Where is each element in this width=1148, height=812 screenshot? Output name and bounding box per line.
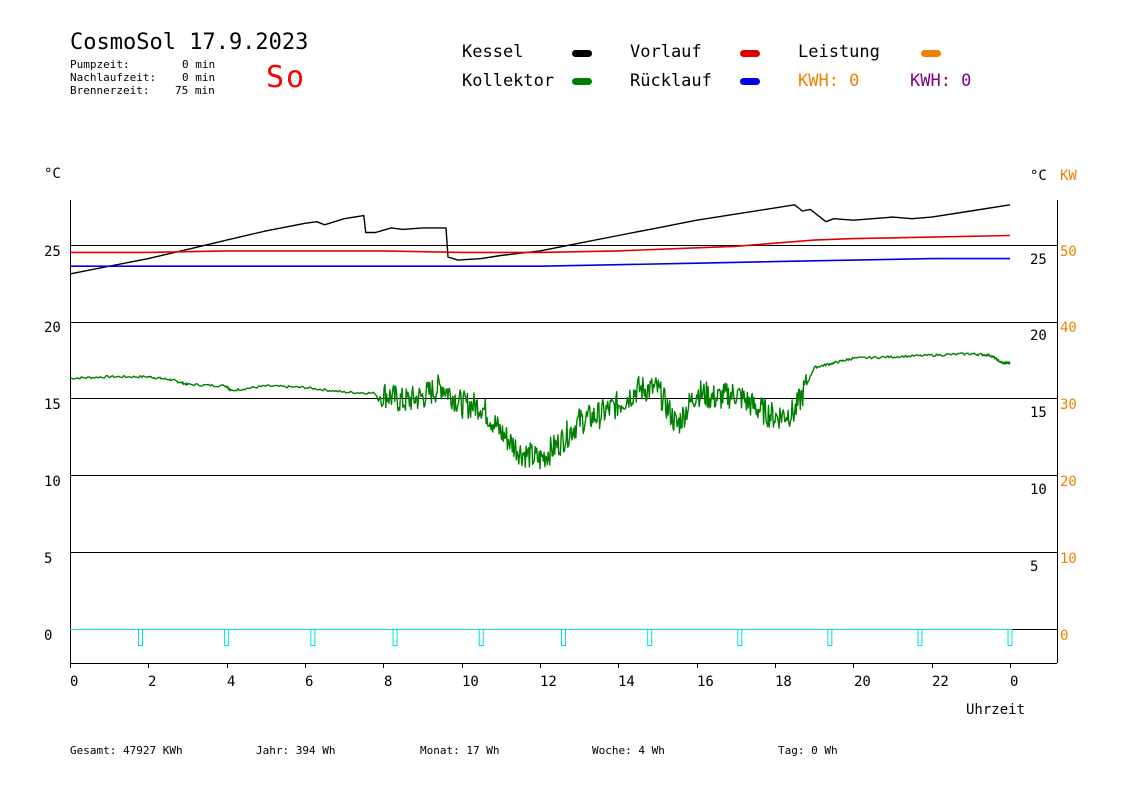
series-vorlauf [70,234,1011,254]
series-ruecklauf [70,257,1010,268]
right-tick-10: 10 [1030,482,1047,498]
stat-label: Brennerzeit: [70,84,150,97]
x-tick-22: 22 [932,674,949,690]
x-tick-10: 10 [462,674,479,690]
pump-mark [224,629,230,646]
legend-vorlauf-label: Vorlauf [630,42,702,62]
x-tick-6: 6 [305,674,314,690]
weekday-label: So [266,60,307,95]
left-tick-20: 20 [44,320,61,336]
kw-tick-50: 50 [1060,244,1077,260]
x-axis-label: Uhrzeit [966,702,1026,718]
footer-gesamt: Gesamt: 47927 KWh [70,744,183,757]
x-tick-18: 18 [775,674,792,690]
kw-tick-30: 30 [1060,397,1077,413]
footer-monat: Monat: 17 Wh [420,744,500,757]
legend-kwh-leistung: KWH: 0 [798,71,860,91]
pump-mark [827,629,833,646]
legend-ruecklauf-swatch [740,78,760,85]
x-tick-4: 4 [227,674,236,690]
right-tick-25: 25 [1030,252,1047,268]
pump-mark [737,629,743,646]
stat-value: 0 min [182,58,216,71]
right-axis-unit: °C [1030,168,1047,184]
pump-mark [392,629,398,646]
left-tick-25: 25 [44,244,61,260]
pump-mark [917,629,923,646]
legend-kessel-swatch [572,50,592,57]
x-tick-0: 0 [70,674,79,690]
x-tick-14: 14 [618,674,635,690]
kw-tick-20: 20 [1060,474,1077,490]
footer-woche: Woche: 4 Wh [592,744,665,757]
stat-value: 0 min [182,71,216,84]
legend-leistung-swatch [921,50,941,57]
stats-block: Pumpzeit: 0 min Nachlaufzeit: 0 min Bren… [70,58,220,97]
legend-ruecklauf-label: Rücklauf [630,71,712,91]
stat-label: Nachlaufzeit: [70,71,157,84]
kw-tick-10: 10 [1060,551,1077,567]
stat-label: Pumpzeit: [70,58,130,71]
x-tick-2: 2 [148,674,157,690]
left-tick-0: 0 [44,628,53,644]
pump-mark [561,629,566,646]
pump-mark [1007,629,1013,646]
left-tick-15: 15 [44,397,61,413]
legend-kollektor-label: Kollektor [462,71,555,91]
footer-jahr: Jahr: 394 Wh [256,744,336,757]
x-tick-8: 8 [384,674,393,690]
right-tick-20: 20 [1030,328,1047,344]
pump-mark [138,629,143,646]
left-axis-unit: °C [44,166,61,182]
legend-kwh-total: KWH: 0 [910,71,972,91]
series-kessel [69,204,1011,275]
series-kollektor [69,352,1011,470]
left-tick-10: 10 [44,474,61,490]
stat-value: 75 min [175,84,215,97]
x-tick-24: 0 [1010,674,1019,690]
legend-vorlauf-swatch [740,50,760,57]
pump-mark [478,629,484,646]
legend-kollektor-swatch [572,78,592,85]
x-tick-12: 12 [540,674,557,690]
right-tick-15: 15 [1030,405,1047,421]
x-tick-20: 20 [854,674,871,690]
kw-axis-unit: KW [1060,168,1077,184]
kw-tick-40: 40 [1060,320,1077,336]
right-tick-5: 5 [1030,559,1039,575]
pump-mark [647,629,653,646]
legend-leistung-label: Leistung [798,42,880,62]
kw-tick-0: 0 [1060,628,1069,644]
x-tick-16: 16 [697,674,714,690]
footer-tag: Tag: 0 Wh [778,744,838,757]
legend-kessel-label: Kessel [462,42,524,62]
pump-mark [310,629,316,646]
left-tick-5: 5 [44,551,53,567]
chart-title: CosmoSol 17.9.2023 [70,30,309,55]
